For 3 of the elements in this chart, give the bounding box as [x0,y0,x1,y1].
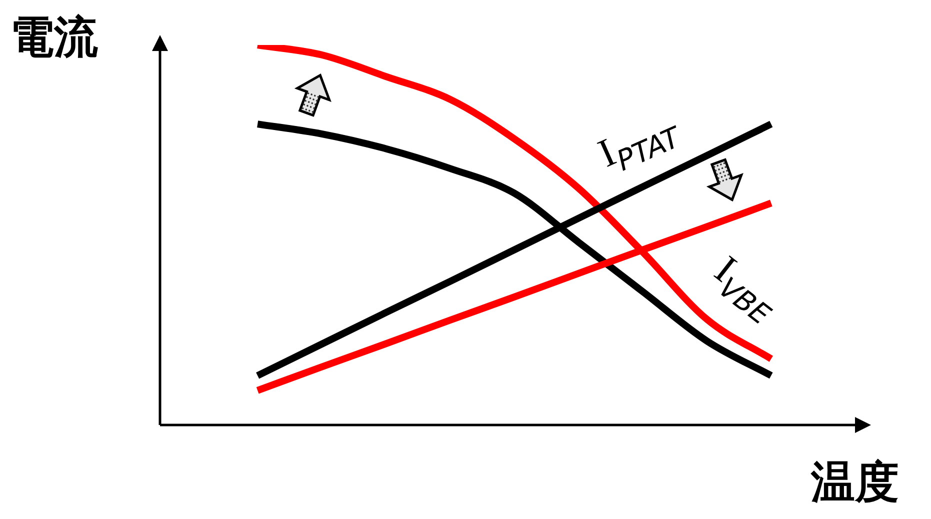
x-axis-title: 温度 [811,456,899,510]
text: I$_{PTAT}$ [590,120,685,180]
y-axis-title: 電流 [10,11,98,65]
